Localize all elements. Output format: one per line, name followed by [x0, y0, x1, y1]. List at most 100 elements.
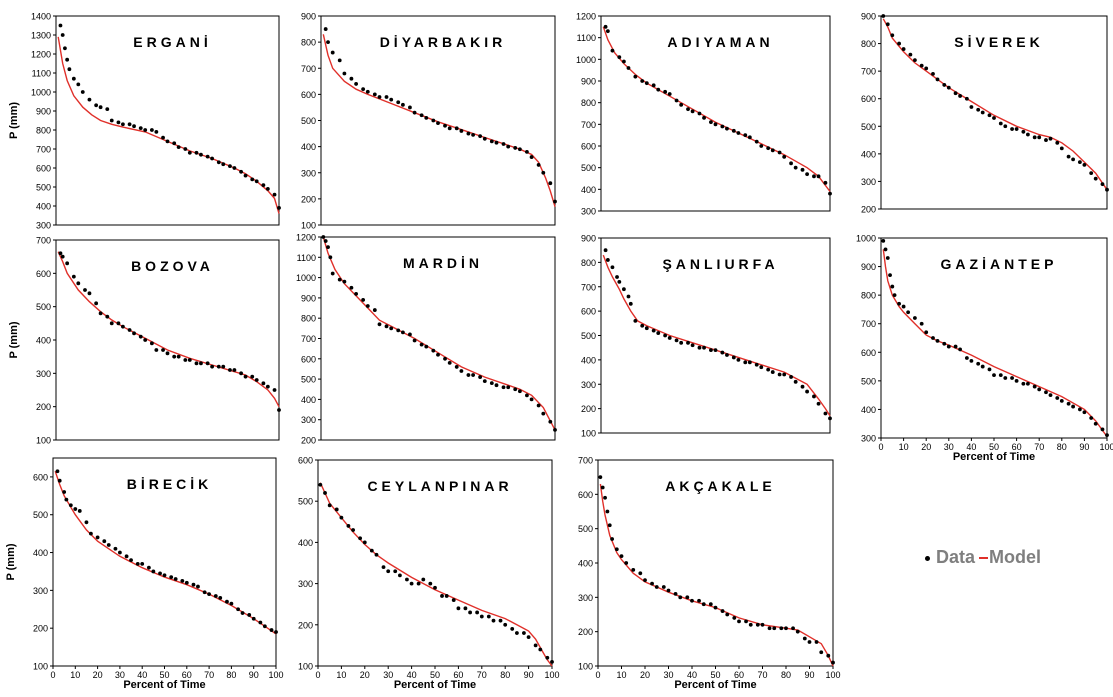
- panel-title: MARDİN: [403, 255, 483, 271]
- panel-9: 100 200 300 400 500 600 0 10 20 30 40 50 60 70 80 90 100…: [5, 457, 284, 691]
- y-tick-label: 300: [581, 207, 596, 217]
- data-point: [908, 52, 913, 57]
- data-point: [173, 577, 178, 581]
- y-axis-label: P (mm): [5, 543, 17, 580]
- data-point: [269, 628, 274, 632]
- data-point: [318, 482, 323, 487]
- data-point: [603, 495, 607, 500]
- data-point: [456, 606, 461, 611]
- y-tick-label: 700: [36, 236, 51, 246]
- data-point: [617, 279, 622, 284]
- data-point: [498, 618, 503, 623]
- data-point: [1048, 136, 1053, 141]
- data-point: [494, 383, 499, 388]
- data-point: [1026, 381, 1030, 386]
- x-tick-label: 100: [825, 670, 840, 680]
- data-point: [447, 360, 452, 365]
- y-tick-label: 700: [581, 120, 596, 130]
- data-point: [946, 344, 951, 349]
- data-point: [644, 326, 649, 331]
- data-point: [736, 131, 741, 135]
- data-point: [143, 338, 148, 342]
- data-point: [600, 485, 605, 490]
- data-point: [482, 136, 487, 141]
- data-point: [816, 401, 821, 406]
- data-point: [812, 394, 816, 399]
- y-tick-label: 300: [36, 221, 51, 231]
- data-point: [466, 373, 471, 377]
- data-point: [777, 372, 782, 377]
- data-point: [674, 338, 679, 343]
- data-point: [323, 239, 328, 243]
- data-point: [180, 579, 185, 583]
- data-marker-icon: [925, 555, 930, 561]
- plot-frame: [600, 237, 831, 434]
- y-tick-label: 200: [861, 205, 876, 215]
- data-point: [337, 58, 342, 63]
- data-point: [976, 361, 981, 366]
- data-point: [194, 150, 199, 155]
- y-tick-label: 400: [861, 405, 876, 415]
- y-tick-label: 400: [33, 548, 48, 558]
- data-point: [393, 569, 398, 574]
- data-point: [132, 124, 136, 129]
- data-point: [199, 361, 203, 366]
- data-point: [650, 581, 654, 586]
- data-point: [149, 341, 154, 346]
- data-point: [1105, 433, 1109, 438]
- data-point: [663, 89, 668, 94]
- data-point: [205, 361, 210, 366]
- y-tick-label: 300: [298, 579, 313, 589]
- data-point: [95, 535, 100, 540]
- data-point: [236, 607, 240, 612]
- data-point: [165, 351, 170, 356]
- x-tick-label: 60: [182, 670, 192, 680]
- data-point: [459, 369, 464, 373]
- data-point: [109, 321, 114, 326]
- data-point: [640, 323, 645, 328]
- data-point: [828, 191, 832, 196]
- data-point: [656, 331, 661, 335]
- data-point: [486, 614, 491, 619]
- data-point: [444, 594, 449, 598]
- data-point: [667, 92, 672, 96]
- data-point: [58, 251, 63, 256]
- data-point: [883, 247, 888, 252]
- data-point: [135, 561, 140, 566]
- y-tick-label: 500: [301, 375, 316, 385]
- x-tick-label: 70: [757, 670, 767, 680]
- data-point: [221, 364, 226, 369]
- data-point: [250, 177, 255, 182]
- data-point: [419, 113, 424, 118]
- data-point: [743, 360, 748, 365]
- data-point: [603, 248, 608, 253]
- data-point: [372, 92, 377, 97]
- data-point: [1071, 404, 1075, 409]
- y-tick-label: 100: [581, 429, 596, 439]
- data-point: [992, 116, 996, 120]
- y-tick-label: 1000: [296, 273, 316, 283]
- data-point: [161, 348, 165, 352]
- x-tick-label: 100: [268, 670, 283, 680]
- data-point: [63, 46, 67, 51]
- x-tick-label: 90: [524, 670, 534, 680]
- data-point: [651, 83, 656, 88]
- data-point: [913, 316, 917, 320]
- x-tick-label: 80: [226, 670, 236, 680]
- y-tick-label: 500: [36, 183, 51, 193]
- data-point: [644, 81, 649, 86]
- data-point: [1077, 160, 1082, 165]
- data-point: [964, 356, 969, 360]
- data-point: [987, 113, 992, 118]
- data-point: [489, 139, 494, 144]
- data-point: [87, 97, 92, 102]
- data-point: [1055, 396, 1060, 400]
- data-point: [187, 358, 192, 362]
- data-point: [232, 166, 237, 170]
- panel-6: 200 300 400 500 600 700 800 900 1000 1100 1200 MARD…: [296, 233, 557, 446]
- data-point: [60, 33, 65, 37]
- y-tick-label: 400: [861, 149, 876, 159]
- data-point: [953, 91, 958, 96]
- data-point: [931, 336, 935, 340]
